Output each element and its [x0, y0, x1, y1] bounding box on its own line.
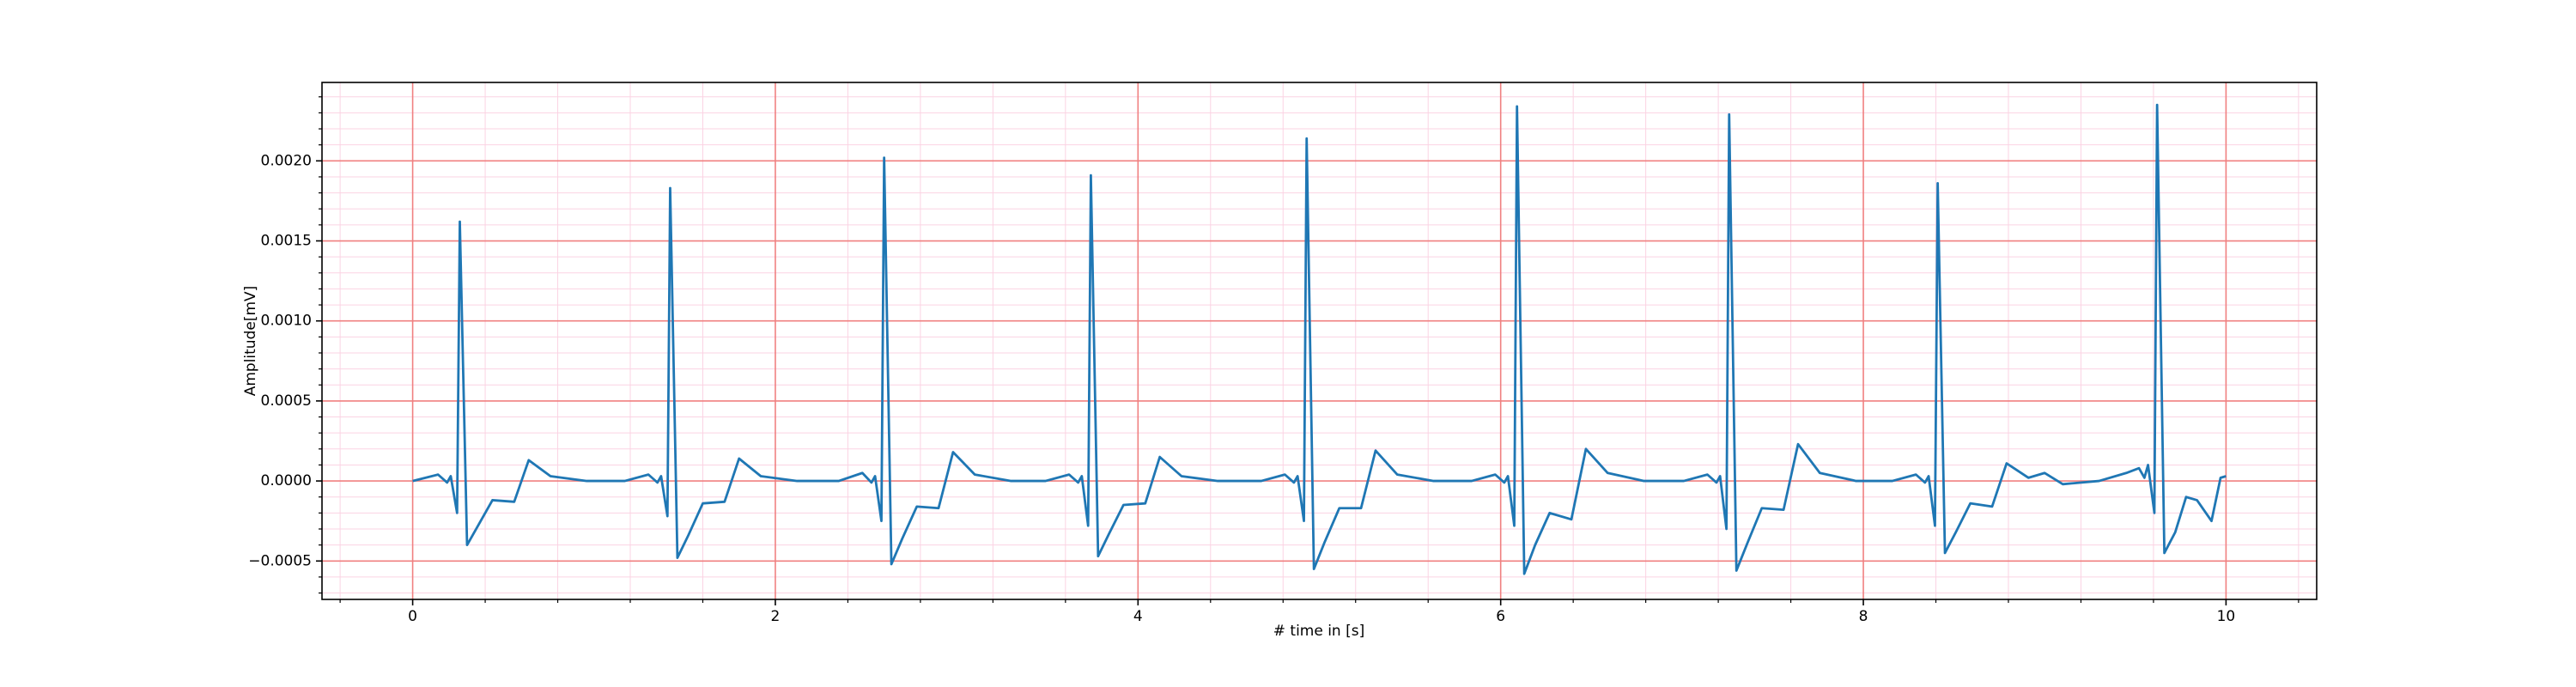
ecg-line	[412, 103, 2227, 575]
x-tick-label: 6	[1496, 608, 1505, 625]
plot-frame	[321, 82, 2318, 600]
y-tick-label: −0.0005	[248, 552, 312, 569]
y-tick-label: 0.0010	[261, 313, 312, 330]
y-tick-label: 0.0020	[261, 152, 312, 169]
y-tick-label: 0.0000	[261, 472, 312, 489]
y-tick-label: 0.0005	[261, 392, 312, 410]
x-tick-label: 4	[1133, 608, 1143, 625]
x-axis-label: # time in [s]	[1273, 623, 1364, 640]
y-axis-label: Amplitude[mV]	[242, 286, 259, 397]
x-tick-label: 10	[2217, 608, 2236, 625]
x-tick-label: 0	[408, 608, 417, 625]
x-tick-label: 8	[1859, 608, 1868, 625]
x-tick-label: 2	[771, 608, 781, 625]
y-tick-label: 0.0015	[261, 233, 312, 250]
